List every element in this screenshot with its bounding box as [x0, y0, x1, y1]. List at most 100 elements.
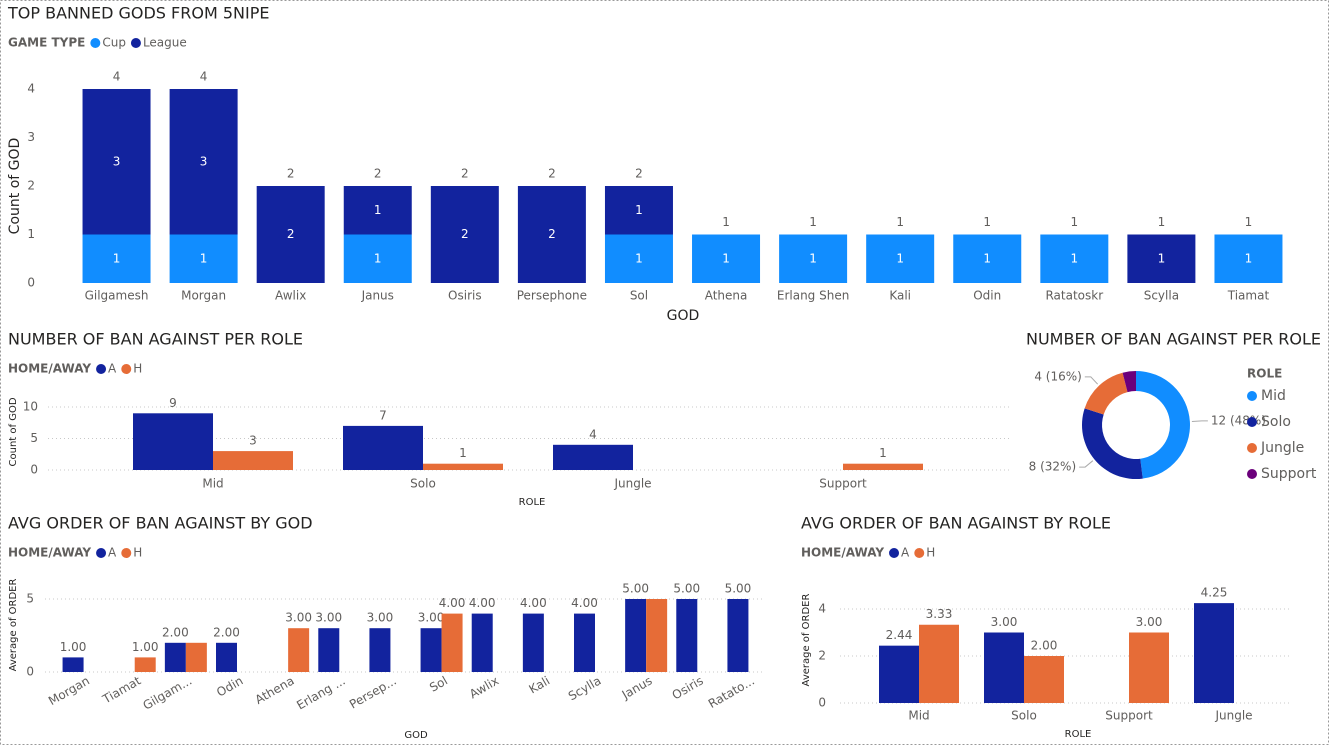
- value-label: 1.00: [132, 640, 159, 654]
- total-label: 2: [461, 167, 469, 181]
- x-tick-label: Athena: [705, 289, 748, 303]
- value-label: 2.44: [886, 628, 913, 642]
- chart-title: AVG ORDER OF BAN AGAINST BY GOD: [8, 514, 313, 533]
- total-label: 1: [722, 215, 730, 229]
- slice-label: 12 (48%): [1211, 413, 1266, 427]
- value-label: 5.00: [725, 582, 752, 596]
- x-tick-label: Kali: [889, 289, 911, 303]
- value-label: 4: [589, 427, 597, 441]
- segment-label: 1: [896, 251, 904, 265]
- segment-label: 1: [722, 251, 730, 265]
- y-axis-title: Average of ORDER: [8, 579, 19, 672]
- x-tick-label: Jungle: [1214, 709, 1252, 723]
- slice-label: 4 (16%): [1034, 369, 1081, 383]
- y-axis-title: Count of GOD: [8, 397, 19, 466]
- bar: [134, 657, 156, 672]
- segment-label: 1: [635, 203, 643, 217]
- x-tick-label: Morgan: [46, 674, 92, 709]
- bar: [919, 624, 959, 703]
- bar-segment: [692, 234, 761, 283]
- bar: [343, 425, 423, 470]
- y-tick-label: 4: [27, 82, 35, 96]
- value-label: 4.00: [520, 596, 547, 610]
- legend-marker: [121, 548, 132, 558]
- legend-label: H: [133, 546, 142, 560]
- bar: [216, 642, 237, 672]
- chart-title: NUMBER OF BAN AGAINST PER ROLE: [8, 330, 303, 349]
- total-label: 1: [809, 215, 817, 229]
- y-tick-label: 2: [818, 649, 826, 663]
- value-label: 1.00: [60, 640, 87, 654]
- x-tick-label: Persep...: [347, 674, 399, 712]
- legend-title: HOME/AWAY: [8, 362, 91, 376]
- segment-label: 1: [113, 251, 121, 265]
- value-label: 2.00: [213, 625, 240, 639]
- value-label: 4.25: [1201, 586, 1228, 600]
- bar-segment: [82, 89, 151, 235]
- value-label: 4.00: [571, 596, 598, 610]
- legend-label: Support: [1261, 466, 1317, 482]
- leader-line: [1191, 420, 1208, 422]
- bar: [441, 613, 463, 672]
- value-label: 4.00: [469, 596, 496, 610]
- x-tick-label: Osiris: [448, 289, 482, 303]
- bar: [879, 645, 919, 703]
- bar-segment: [343, 186, 412, 235]
- segment-label: 1: [983, 251, 991, 265]
- y-tick-label: 4: [818, 602, 826, 616]
- x-tick-label: Erlang ...: [294, 674, 347, 713]
- legend-marker: [121, 364, 132, 374]
- x-tick-label: Solo: [410, 477, 436, 491]
- legend-title: HOME/AWAY: [8, 546, 91, 560]
- legend-label: Cup: [102, 36, 126, 50]
- x-tick-label: Solo: [1011, 709, 1037, 723]
- slice-label: 8 (32%): [1029, 460, 1076, 474]
- x-tick-label: Support: [1105, 709, 1153, 723]
- segment-label: 1: [374, 251, 382, 265]
- segment-label: 1: [1158, 251, 1166, 265]
- bar-segment: [82, 234, 151, 283]
- bar: [133, 413, 213, 470]
- legend-label: League: [143, 36, 187, 50]
- bar: [676, 599, 698, 672]
- x-tick-label: Morgan: [181, 289, 226, 303]
- x-tick-label: Janus: [361, 289, 394, 303]
- total-label: 1: [896, 215, 904, 229]
- x-tick-label: Kali: [527, 674, 553, 697]
- legend-marker: [1247, 469, 1257, 479]
- bar: [288, 628, 310, 672]
- bar: [625, 599, 647, 672]
- donut-slice: [1122, 371, 1136, 393]
- segment-label: 1: [635, 251, 643, 265]
- total-label: 1: [983, 215, 991, 229]
- legend-label: Mid: [1261, 388, 1286, 404]
- x-tick-label: Awlix: [467, 674, 501, 702]
- bar: [369, 628, 391, 672]
- bar-segment: [866, 234, 935, 283]
- segment-label: 3: [200, 154, 208, 168]
- legend-label: Jungle: [1260, 440, 1304, 456]
- x-tick-label: Scylla: [566, 674, 604, 704]
- total-label: 1: [1071, 215, 1079, 229]
- legend-marker: [90, 38, 101, 48]
- bar-segment: [604, 234, 673, 283]
- x-tick-label: Persephone: [517, 289, 587, 303]
- total-label: 2: [374, 167, 382, 181]
- x-tick-label: Odin: [973, 289, 1001, 303]
- segment-label: 2: [548, 227, 556, 241]
- value-label: 1: [879, 446, 887, 460]
- value-label: 3.33: [926, 607, 953, 621]
- y-tick-label: 3: [27, 130, 35, 144]
- x-tick-label: Awlix: [275, 289, 306, 303]
- chart-title: NUMBER OF BAN AGAINST PER ROLE: [1026, 330, 1321, 349]
- legend-label: Solo: [1261, 414, 1291, 430]
- bar-segment: [430, 186, 499, 283]
- donut-slice: [1136, 371, 1190, 479]
- segment-label: 2: [287, 227, 295, 241]
- bar-segment: [604, 186, 673, 235]
- bar: [727, 599, 749, 672]
- bar: [843, 463, 923, 470]
- x-tick-label: Ratatoskr: [1045, 289, 1103, 303]
- legend-title: GAME TYPE: [8, 36, 85, 50]
- legend-marker: [96, 548, 107, 558]
